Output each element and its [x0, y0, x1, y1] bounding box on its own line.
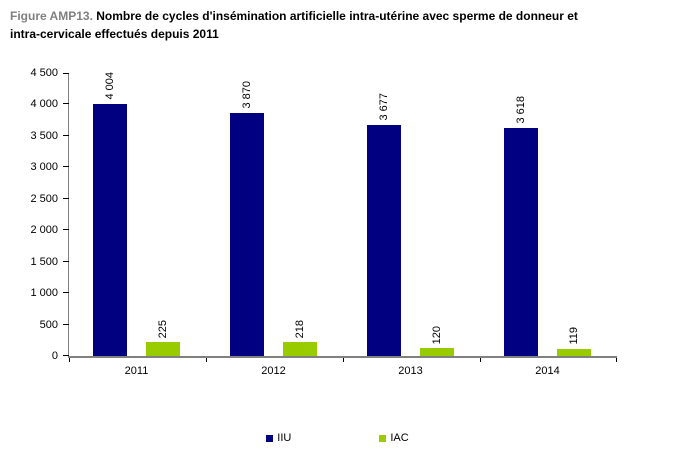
legend-swatch-iiu	[266, 434, 274, 442]
x-axis-tick	[616, 358, 617, 362]
y-axis-tick	[63, 166, 69, 168]
value-label-iac-2011: 225	[157, 319, 169, 338]
bar-iac-2012	[283, 342, 317, 356]
y-axis-label: 1 000	[30, 287, 58, 300]
x-axis-label-2013: 2013	[398, 365, 423, 377]
bar-iac-2013	[420, 348, 454, 356]
value-label-iiu-2012: 3 870	[241, 81, 253, 109]
bar-iiu-2012	[230, 113, 264, 356]
y-axis-tick	[63, 73, 69, 74]
figure-caption: Nombre de cycles d'insémination artifici…	[10, 9, 578, 41]
y-axis-tick	[63, 292, 69, 294]
x-axis-label-2014: 2014	[535, 365, 560, 377]
legend-label-iiu: IIU	[277, 432, 292, 444]
y-axis-tick	[63, 134, 69, 136]
value-label-iac-2014: 119	[568, 327, 580, 345]
value-label-iiu-2011: 4 004	[104, 72, 116, 100]
figure-number: Figure AMP13.	[10, 9, 93, 23]
y-axis-label: 2 500	[30, 192, 58, 205]
bar-iac-2011	[146, 342, 180, 356]
y-axis-label: 2 000	[30, 224, 58, 237]
y-axis-tick	[63, 197, 69, 199]
figure-title: Figure AMP13. Nombre de cycles d'insémin…	[10, 7, 585, 43]
x-axis-tick	[69, 358, 70, 362]
plot-area: 4 004 225 3 870 218 3 677 120 3 618 119	[63, 72, 617, 362]
value-label-iiu-2013: 3 677	[378, 93, 390, 121]
legend-item-iac: IAC	[379, 432, 409, 444]
y-axis-label: 3 000	[30, 161, 58, 174]
x-axis-tick	[206, 358, 207, 362]
y-axis-tick	[63, 355, 69, 356]
y-axis-label: 500	[39, 318, 58, 331]
y-axis-label: 1 500	[30, 255, 58, 268]
y-axis-label: 0	[51, 350, 58, 362]
value-label-iiu-2014: 3 618	[515, 96, 527, 124]
legend-swatch-iac	[379, 434, 387, 442]
y-axis-label: 4 500	[30, 67, 58, 79]
legend: IIU IAC	[0, 432, 675, 444]
x-axis-tick	[480, 358, 481, 362]
y-axis-tick	[63, 323, 69, 325]
legend-label-iac: IAC	[390, 432, 409, 444]
x-axis-tick	[343, 358, 344, 362]
x-axis-label-2011: 2011	[124, 365, 149, 377]
y-axis-label: 4 000	[30, 98, 58, 111]
y-axis-label: 3 500	[30, 129, 58, 142]
value-label-iac-2013: 120	[431, 325, 443, 344]
bar-iiu-2014	[504, 128, 538, 356]
bar-iac-2014	[557, 349, 591, 356]
y-axis-tick	[63, 260, 69, 262]
bar-iiu-2013	[367, 125, 401, 356]
x-axis-label-2012: 2012	[261, 365, 286, 377]
y-axis-tick	[63, 103, 69, 105]
legend-item-iiu: IIU	[266, 432, 291, 444]
value-label-iac-2012: 218	[294, 319, 306, 338]
y-axis-tick	[63, 229, 69, 231]
bar-iiu-2011	[93, 104, 127, 356]
